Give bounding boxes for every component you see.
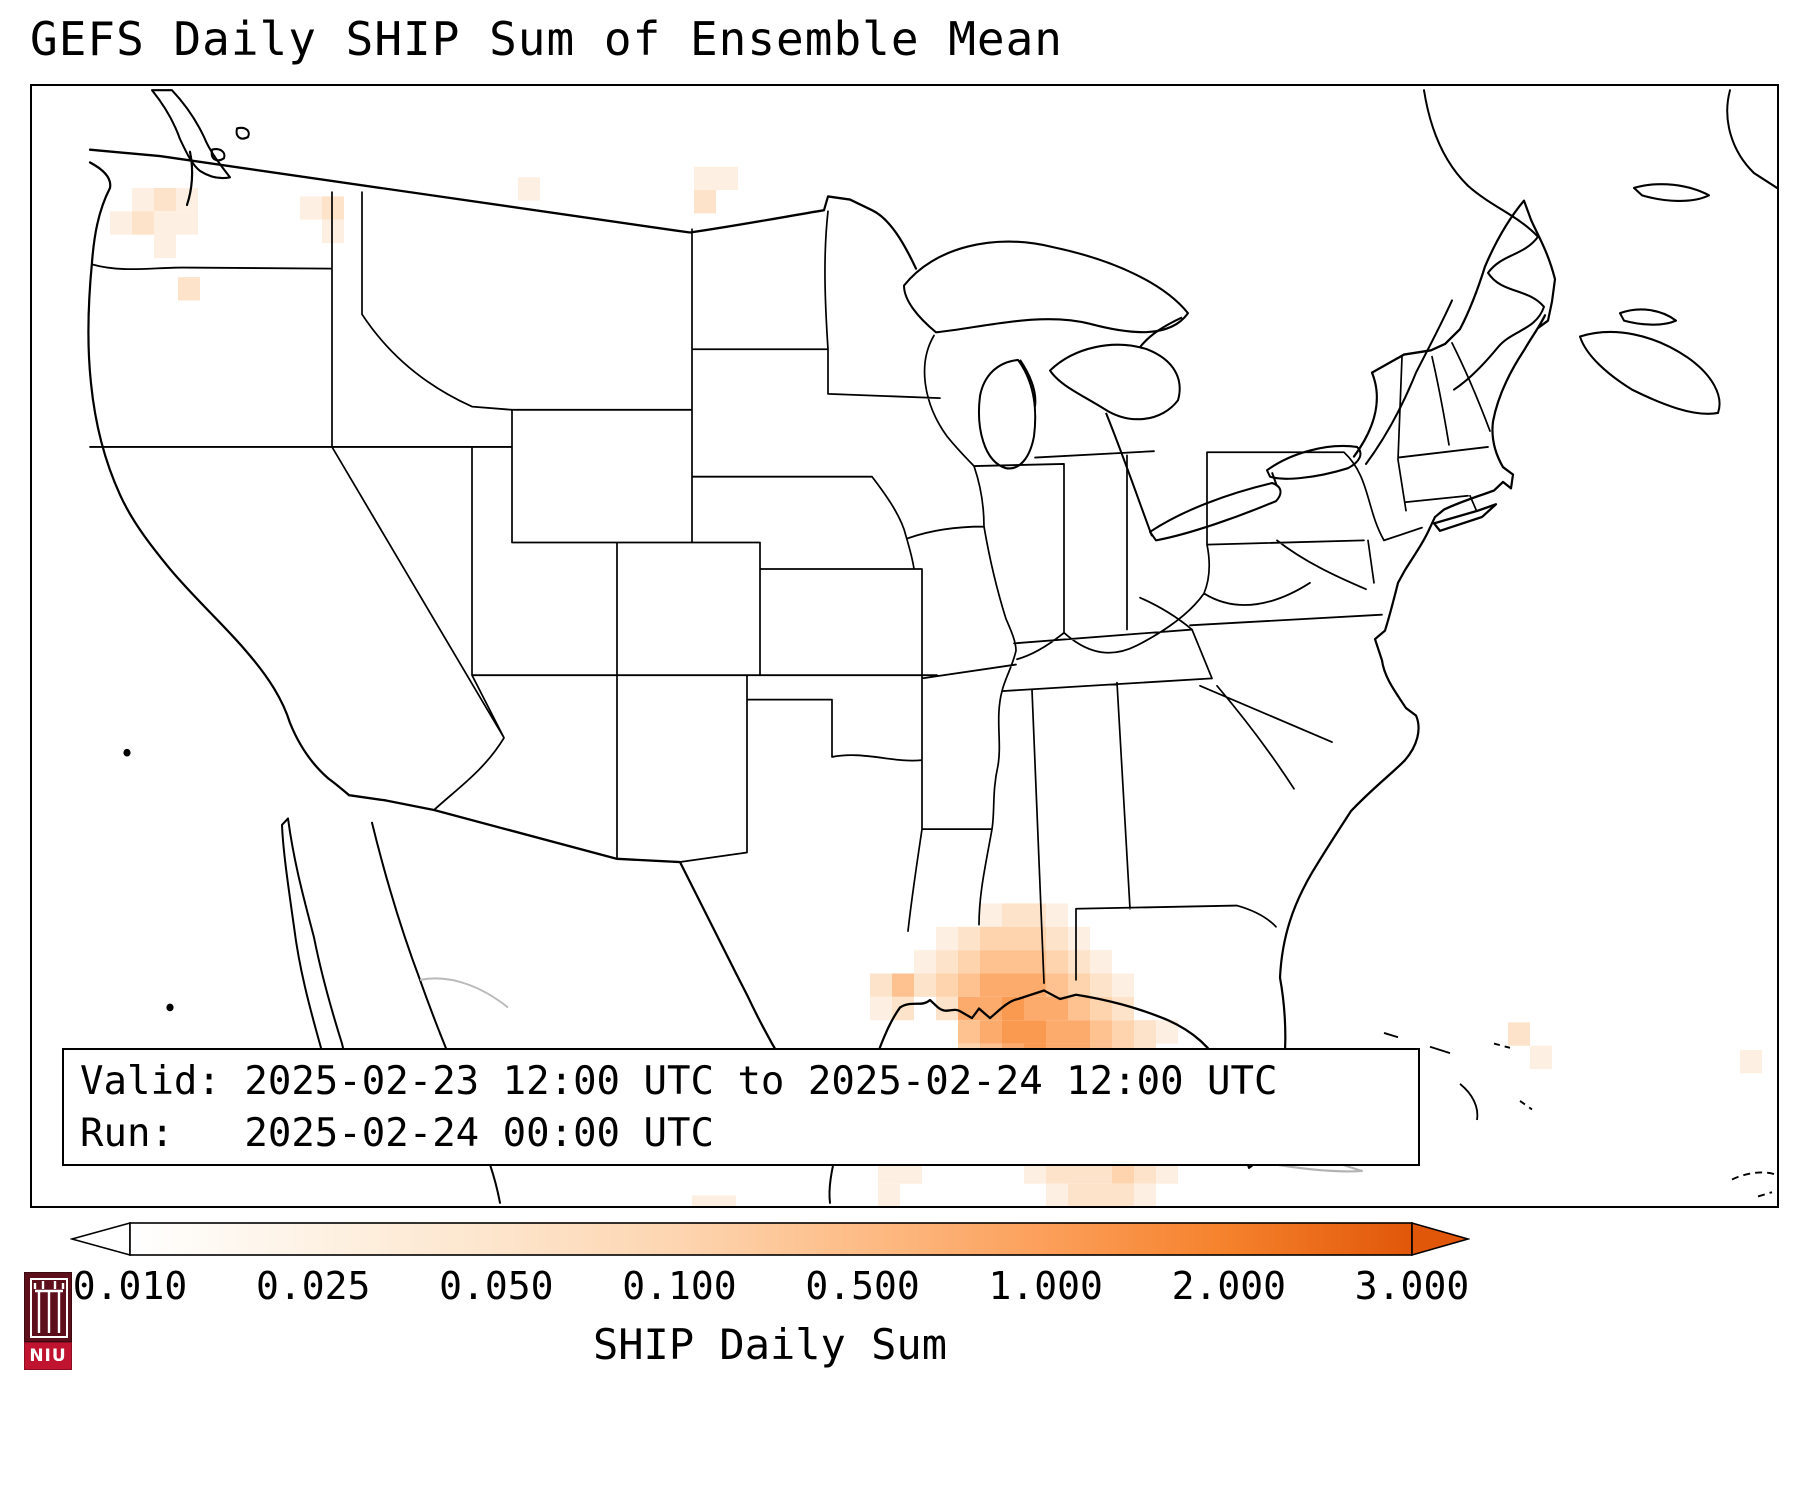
colorbar-tick-label: 0.050 bbox=[439, 1264, 554, 1308]
us-map-canvas bbox=[87, 89, 1777, 1206]
colorbar-axis-label: SHIP Daily Sum bbox=[592, 1320, 947, 1369]
colorbar-tick-label: 0.100 bbox=[622, 1264, 737, 1308]
state-borders bbox=[89, 191, 1491, 984]
colorbar-tick-label: 0.025 bbox=[255, 1264, 371, 1308]
colorbar-under-arrow bbox=[68, 1221, 131, 1257]
valid-time-text: Valid: 2025-02-23 12:00 UTC to 2025-02-2… bbox=[80, 1059, 1278, 1104]
great-lakes bbox=[903, 240, 1362, 542]
us-coastline bbox=[87, 150, 1557, 1169]
colorbar-tick-label: 0.010 bbox=[72, 1264, 188, 1308]
niu-logo-wordmark: NIU bbox=[24, 1342, 72, 1370]
map-panel: Valid: 2025-02-23 12:00 UTC to 2025-02-2… bbox=[30, 84, 1779, 1208]
colorbar-tick-label: 0.500 bbox=[805, 1264, 920, 1308]
colorbar-tick-label: 2.000 bbox=[1171, 1264, 1287, 1308]
niu-logo: NIU bbox=[24, 1272, 72, 1372]
niu-shield-icon bbox=[24, 1272, 72, 1342]
colorbar-tick-labels: 0.010 0.025 0.050 0.100 0.500 1.000 2.000 3.000 bbox=[70, 1264, 1470, 1310]
colorbar bbox=[68, 1220, 1471, 1258]
colorbar-tick-label: 1.000 bbox=[988, 1264, 1103, 1308]
canada-border bbox=[88, 148, 918, 270]
figure-title: GEFS Daily SHIP Sum of Ensemble Mean bbox=[30, 12, 1063, 66]
bahamas-islands bbox=[1383, 1032, 1777, 1198]
colorbar-gradient-bar bbox=[129, 1222, 1413, 1256]
colorbar-tick-label: 3.000 bbox=[1354, 1264, 1470, 1308]
run-time-text: Run: 2025-02-24 00:00 UTC bbox=[80, 1111, 714, 1156]
canada-coastline bbox=[151, 89, 1777, 465]
colorbar-over-arrow bbox=[1411, 1221, 1471, 1257]
valid-run-info-box: Valid: 2025-02-23 12:00 UTC to 2025-02-2… bbox=[62, 1048, 1420, 1166]
